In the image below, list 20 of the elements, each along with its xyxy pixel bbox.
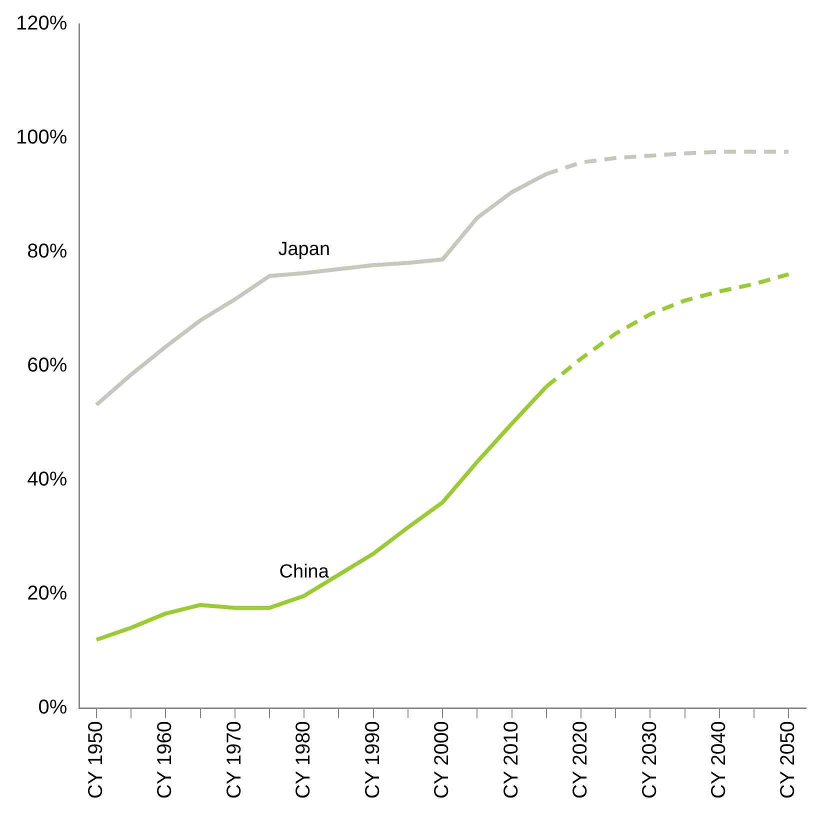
y-tick-label: 60%: [27, 354, 68, 377]
x-tick-label: CY 2040: [708, 721, 730, 799]
x-tick-label: CY 1960: [154, 721, 176, 799]
x-tick-label: CY 2050: [777, 721, 800, 799]
x-tick-label: CY 1950: [84, 721, 107, 799]
x-tick-label: CY 2030: [638, 721, 661, 799]
y-tick-label: 80%: [27, 240, 68, 263]
x-tick-label: CY 1970: [223, 721, 246, 799]
x-tick-label: CY 1990: [362, 721, 384, 799]
x-tick-label: CY 2000: [431, 721, 454, 799]
x-tick-label: CY 1980: [292, 721, 315, 799]
y-tick-label: 20%: [27, 582, 68, 605]
x-tick-label: CY 2010: [500, 721, 522, 799]
y-tick-label: 0%: [38, 696, 68, 719]
x-tick-label: CY 2020: [570, 721, 592, 799]
y-tick-label: 40%: [27, 468, 68, 491]
series-label: China: [279, 562, 330, 583]
y-tick-label: 120%: [16, 12, 68, 35]
y-tick-label: 100%: [16, 126, 68, 149]
series-label: Japan: [278, 238, 330, 260]
